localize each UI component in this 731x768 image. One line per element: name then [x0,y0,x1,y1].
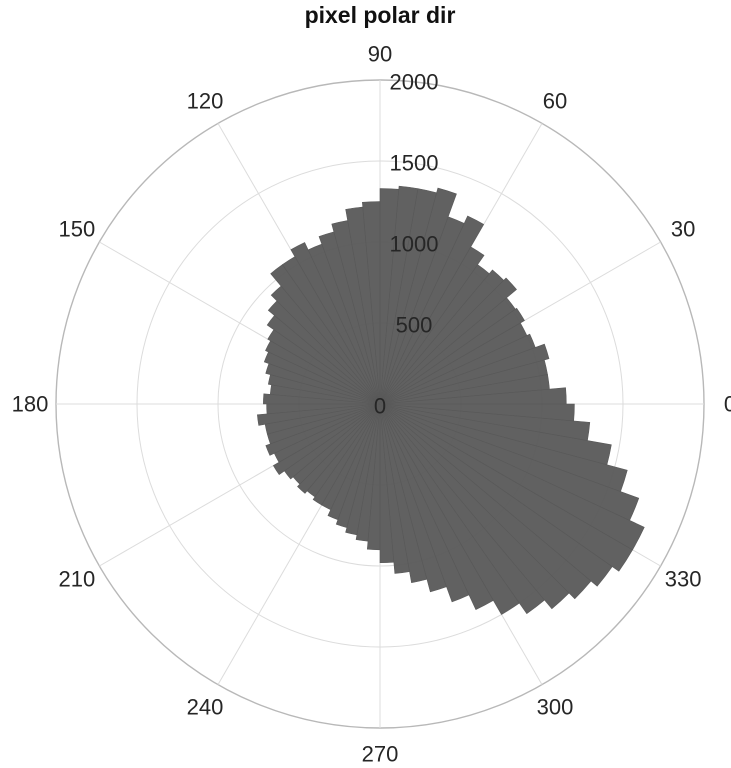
histogram-bar-15 [379,343,550,405]
histogram-bar-145 [267,329,381,405]
histogram-bar-225 [297,403,381,494]
histogram-bar-355 [379,403,575,422]
angle-tick-label-270: 270 [362,742,399,767]
histogram-bar-30 [379,307,525,405]
radial-tick-label-1000: 1000 [390,232,439,257]
radial-tick-label-2000: 2000 [390,70,439,95]
histogram-bar-345 [379,403,612,466]
histogram-bar-80 [379,185,419,405]
histogram-bar-85 [379,188,400,405]
histogram-bar-350 [379,403,591,441]
histogram-bar-20 [379,333,536,405]
histogram-bar-175 [263,393,381,405]
histogram-bar-340 [379,403,628,492]
histogram-bar-160 [265,363,381,405]
histogram-bar-40 [379,277,517,405]
angle-tick-label-60: 60 [543,88,567,113]
histogram-bar-125 [270,264,381,405]
histogram-bar-140 [266,315,381,405]
angle-tick-label-0: 0 [724,392,731,417]
angle-tick-label-150: 150 [59,217,96,242]
angle-tick-label-330: 330 [665,567,702,592]
histogram-bar-45 [379,269,505,405]
histogram-bar-155 [263,351,381,405]
histogram-bar-60 [379,215,485,405]
angle-tick-label-240: 240 [187,695,224,720]
angle-tick-label-120: 120 [187,88,224,113]
histogram-bar-150 [265,340,381,405]
histogram-bar-130 [270,285,381,405]
histogram-bar-210 [272,403,381,476]
histogram-bar-70 [379,187,457,405]
angle-tick-label-180: 180 [12,392,49,417]
histogram-bars [257,185,645,615]
histogram-bar-135 [267,300,381,405]
chart-title: pixel polar dir [304,2,456,28]
histogram-bar-330 [379,403,645,551]
radial-tick-label-1500: 1500 [390,151,439,176]
angle-tick-label-90: 90 [368,42,392,67]
radial-tick-label-0: 0 [374,394,386,419]
histogram-bar-335 [379,403,640,521]
radial-tick-label-500: 500 [396,313,433,338]
angle-tick-label-30: 30 [671,217,695,242]
histogram-bar-165 [267,374,381,405]
axis-labels: 0 30 60 90 120 150 180 210 240 270 300 330 0 500 1000 1… [12,42,731,767]
histogram-bar-105 [318,231,381,405]
histogram-bar-215 [284,403,381,480]
angle-tick-label-300: 300 [537,695,574,720]
histogram-bar-115 [290,242,381,405]
angle-tick-label-210: 210 [59,567,96,592]
histogram-bar-200 [265,403,381,456]
